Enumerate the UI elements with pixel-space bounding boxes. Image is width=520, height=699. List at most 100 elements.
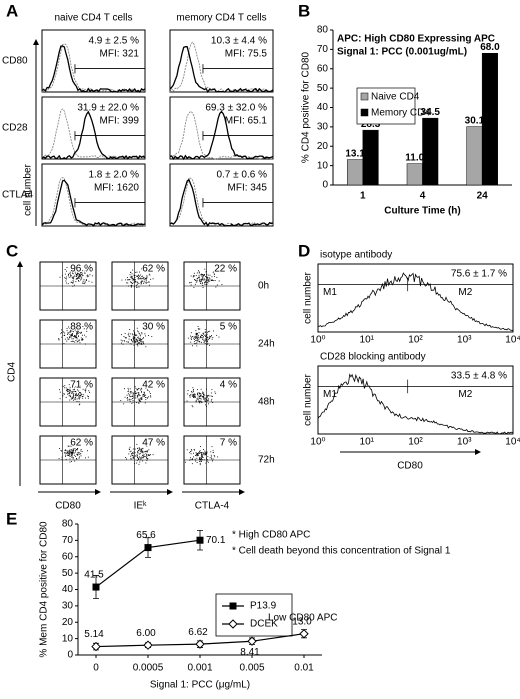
event-dot: [72, 389, 74, 391]
event-dot: [198, 453, 200, 454]
event-dot: [204, 284, 206, 285]
event-dot: [210, 454, 212, 456]
event-dot: [216, 334, 218, 336]
event-dot: [206, 276, 208, 278]
event-dot: [190, 337, 192, 339]
event-dot: [141, 268, 142, 270]
event-dot: [75, 335, 77, 336]
event-dot: [190, 332, 192, 334]
time-label: 48h: [258, 397, 275, 408]
event-dot: [139, 334, 141, 336]
event-dot: [123, 340, 125, 341]
event-dot: [214, 456, 216, 458]
event-dot: [84, 389, 86, 391]
event-dot: [132, 336, 134, 338]
event-dot: [131, 453, 133, 454]
event-dot: [76, 334, 77, 336]
event-dot: [79, 403, 81, 405]
event-dot: [199, 401, 201, 402]
event-dot: [200, 388, 202, 390]
panel-label: D: [298, 241, 310, 260]
event-dot: [189, 452, 191, 454]
event-dot: [72, 277, 73, 279]
event-dot: [76, 341, 78, 343]
event-dot: [190, 339, 192, 340]
event-dot: [130, 396, 131, 398]
x-tick-label: 10⁰: [310, 437, 325, 448]
event-dot: [136, 462, 138, 464]
event-dot: [212, 402, 214, 403]
event-dot: [75, 281, 77, 283]
mfi-label: MFI: 321: [100, 49, 140, 60]
event-dot: [71, 391, 73, 393]
event-dot: [209, 395, 211, 397]
event-dot: [203, 278, 205, 280]
event-dot: [72, 453, 74, 454]
event-dot: [67, 445, 69, 447]
event-dot: [72, 393, 74, 395]
event-dot: [204, 450, 206, 452]
event-dot: [78, 393, 79, 395]
event-dot: [203, 333, 205, 335]
event-dot: [130, 285, 132, 286]
event-dot: [133, 339, 135, 341]
event-dot: [193, 452, 194, 454]
event-dot: [205, 399, 207, 400]
event-dot: [194, 279, 196, 281]
event-dot: [128, 332, 130, 334]
event-dot: [196, 342, 198, 344]
event-dot: [136, 281, 138, 283]
event-dot: [84, 283, 86, 285]
event-dot: [131, 343, 132, 345]
event-dot: [128, 398, 130, 400]
event-dot: [193, 395, 195, 397]
event-dot: [66, 340, 68, 342]
event-dot: [85, 457, 86, 459]
event-dot: [195, 281, 197, 283]
event-dot: [121, 279, 123, 281]
event-dot: [204, 331, 206, 333]
event-dot: [198, 270, 199, 272]
event-dot: [200, 393, 202, 395]
event-dot: [194, 336, 196, 338]
event-dot: [148, 455, 150, 456]
event-dot: [208, 394, 209, 396]
event-dot: [137, 278, 139, 280]
event-dot: [206, 281, 208, 283]
event-dot: [76, 338, 78, 340]
event-dot: [205, 334, 207, 336]
event-dot: [84, 334, 85, 336]
event-dot: [72, 285, 74, 287]
event-dot: [142, 395, 144, 397]
histogram-frame: [317, 263, 514, 333]
event-dot: [78, 278, 80, 279]
event-dot: [70, 276, 72, 278]
y-tick-label: 40: [62, 584, 74, 595]
event-dot: [63, 343, 65, 344]
event-dot: [199, 458, 200, 460]
event-dot: [203, 279, 205, 281]
event-dot: [201, 452, 203, 453]
event-dot: [137, 343, 139, 344]
event-dot: [134, 390, 136, 392]
data-point: [196, 536, 204, 544]
event-dot: [78, 340, 80, 342]
event-dot: [69, 388, 71, 390]
event-dot: [197, 398, 199, 400]
event-dot: [126, 397, 128, 399]
event-dot: [190, 275, 192, 277]
gate-label: M1: [323, 389, 337, 400]
event-dot: [221, 284, 223, 285]
event-dot: [140, 448, 142, 450]
event-dot: [190, 453, 192, 455]
event-dot: [76, 332, 78, 334]
event-dot: [80, 277, 82, 279]
event-dot: [195, 332, 197, 334]
event-dot: [138, 286, 140, 288]
event-dot: [218, 280, 220, 282]
data-point: [195, 639, 205, 649]
event-dot: [132, 448, 134, 450]
event-dot: [71, 335, 73, 337]
event-dot: [143, 391, 145, 393]
